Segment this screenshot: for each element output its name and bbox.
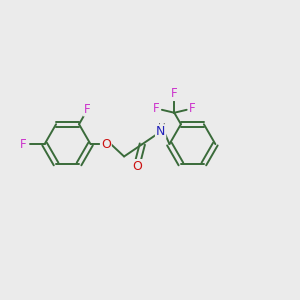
Text: F: F — [189, 102, 196, 115]
Text: O: O — [132, 160, 142, 173]
Text: F: F — [153, 102, 159, 115]
Text: H: H — [158, 123, 166, 133]
Text: O: O — [101, 138, 111, 151]
Text: N: N — [156, 125, 165, 138]
Text: F: F — [84, 103, 91, 116]
Text: F: F — [171, 87, 178, 100]
Text: F: F — [20, 138, 27, 151]
